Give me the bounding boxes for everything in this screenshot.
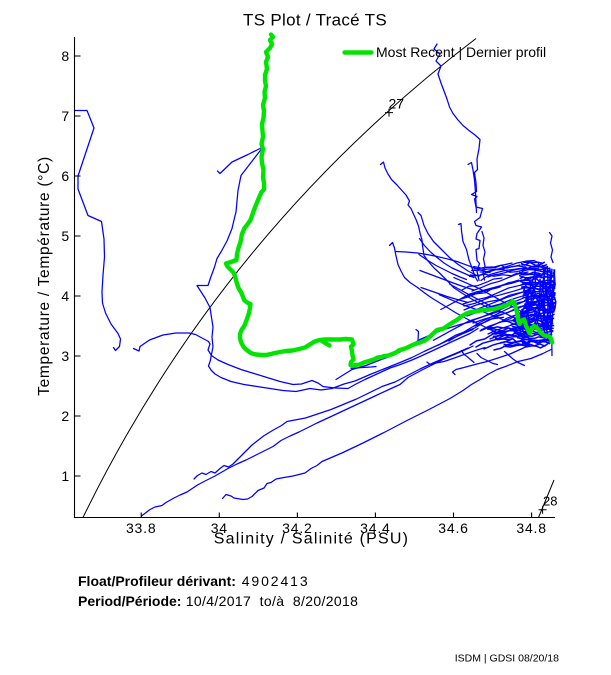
svg-text:Float/Profileur dérivant: 4902: Float/Profileur dérivant: 4902413	[78, 573, 310, 589]
svg-text:34.4: 34.4	[360, 520, 390, 536]
svg-text:Period/Période: 10/4/2017 to/: Period/Période: 10/4/2017 to/à 8/20/2018	[78, 593, 358, 609]
svg-text:6: 6	[61, 168, 70, 184]
svg-text:34.2: 34.2	[282, 520, 312, 536]
svg-text:8: 8	[61, 48, 70, 64]
svg-text:4: 4	[61, 288, 70, 304]
svg-text:3: 3	[61, 348, 70, 364]
svg-text:33.8: 33.8	[126, 520, 156, 536]
svg-text:Salinity / Salinité (PSU): Salinity / Salinité (PSU)	[214, 531, 409, 548]
svg-text:28: 28	[543, 494, 557, 509]
svg-text:34.6: 34.6	[438, 520, 468, 536]
svg-text:Most Recent | Dernier profil: Most Recent | Dernier profil	[376, 44, 546, 60]
svg-text:Temperature / Température (°C): Temperature / Température (°C)	[36, 156, 53, 396]
svg-text:5: 5	[61, 228, 70, 244]
svg-text:27: 27	[389, 96, 405, 112]
svg-text:34.8: 34.8	[516, 520, 546, 536]
svg-text:1: 1	[61, 468, 70, 484]
svg-text:7: 7	[61, 108, 70, 124]
svg-text:ISDM | GDSI 08/20/18: ISDM | GDSI 08/20/18	[455, 653, 559, 665]
svg-text:34: 34	[211, 520, 228, 536]
svg-text:TS Plot / Tracé TS: TS Plot / Tracé TS	[243, 11, 387, 30]
svg-text:2: 2	[61, 408, 70, 424]
